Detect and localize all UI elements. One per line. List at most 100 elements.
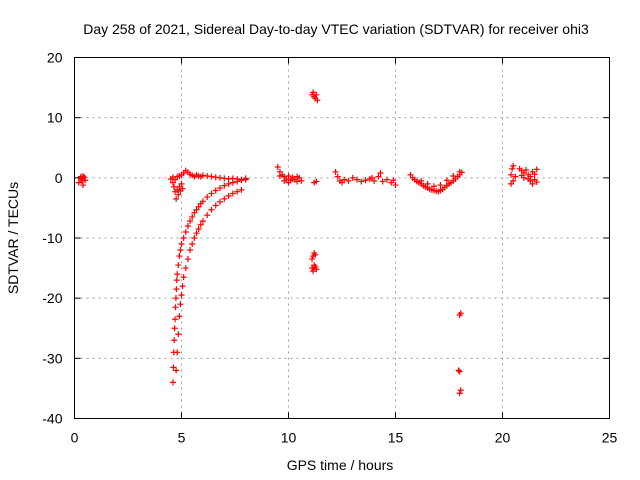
data-point	[314, 97, 321, 104]
data-point	[242, 176, 249, 183]
data-point	[407, 171, 414, 178]
data-point	[341, 176, 348, 183]
data-point	[523, 167, 530, 174]
data-point	[171, 337, 178, 344]
data-point	[172, 316, 179, 323]
data-point	[312, 251, 319, 258]
data-point	[173, 367, 180, 374]
data-point	[171, 325, 178, 332]
data-point	[418, 177, 425, 184]
data-point	[457, 387, 464, 394]
data-point	[310, 268, 317, 275]
data-point	[191, 235, 198, 241]
data-point	[195, 225, 202, 232]
data-point	[456, 390, 463, 397]
data-point	[175, 262, 182, 269]
y-axis-label: SDTVAR / TECUs	[5, 182, 21, 294]
y-tick-labels: 20 10 0 -10 -20 -30 -40	[42, 50, 62, 427]
data-point	[533, 166, 540, 173]
data-point	[204, 212, 211, 219]
data-point	[193, 230, 200, 237]
data-point	[208, 190, 215, 197]
data-point	[424, 180, 431, 187]
y-tick-label: -40	[42, 411, 62, 427]
data-point	[371, 177, 378, 184]
data-point	[172, 295, 179, 302]
data-point	[199, 198, 206, 205]
data-point	[529, 180, 536, 187]
data-point	[509, 165, 516, 172]
data-point	[298, 177, 305, 184]
data-point	[455, 367, 462, 374]
data-point	[274, 164, 281, 171]
data-point	[178, 180, 185, 187]
data-point	[173, 277, 180, 284]
data-point	[234, 178, 241, 185]
data-point	[525, 176, 532, 183]
data-point	[450, 173, 457, 180]
x-tick-label: 25	[602, 430, 618, 446]
data-point	[379, 178, 386, 185]
data-point	[334, 173, 341, 180]
data-point	[80, 182, 87, 189]
data-point	[313, 91, 320, 98]
data-point	[170, 364, 177, 371]
data-point	[171, 183, 178, 190]
data-point	[221, 175, 228, 182]
data-point	[289, 176, 296, 183]
data-point	[362, 177, 369, 184]
data-point	[375, 173, 382, 180]
data-point	[169, 379, 176, 386]
data-point	[508, 171, 515, 178]
data-point	[184, 256, 191, 263]
data-point	[81, 174, 88, 181]
data-point	[345, 177, 352, 184]
data-point	[204, 194, 211, 201]
data-point	[508, 180, 515, 187]
data-point	[377, 170, 384, 177]
x-tick-labels: 0 5 10 15 20 25	[71, 430, 618, 446]
data-point	[173, 286, 180, 293]
data-point	[531, 171, 538, 178]
data-point	[225, 192, 232, 199]
data-point	[313, 178, 320, 185]
data-point	[518, 172, 525, 179]
grid	[74, 57, 610, 419]
data-points	[75, 89, 540, 397]
data-point	[285, 179, 292, 186]
data-point	[180, 235, 187, 241]
data-point	[182, 228, 189, 235]
data-point	[174, 186, 181, 193]
data-point	[310, 89, 317, 96]
x-tick-label: 20	[495, 430, 511, 446]
x-axis-label: GPS time / hours	[287, 457, 394, 473]
data-point	[431, 183, 438, 190]
data-point	[176, 313, 183, 320]
data-point	[208, 206, 215, 213]
data-point	[456, 368, 463, 375]
data-point	[80, 173, 87, 180]
data-point	[187, 247, 194, 254]
data-point	[225, 180, 232, 187]
chart-title: Day 258 of 2021, Sidereal Day-to-day VTE…	[83, 21, 589, 37]
data-point	[510, 177, 517, 184]
data-point	[309, 265, 316, 272]
data-point	[309, 256, 316, 263]
y-tick-label: 20	[47, 50, 63, 66]
data-point	[75, 179, 82, 186]
axis-ticks	[74, 57, 610, 419]
data-point	[234, 188, 241, 195]
data-point	[313, 266, 320, 273]
data-point	[177, 247, 184, 254]
data-point	[187, 218, 194, 225]
data-point	[176, 183, 183, 190]
data-point	[177, 301, 184, 308]
data-point	[172, 176, 179, 183]
y-tick-label: -20	[42, 290, 62, 306]
data-point	[339, 179, 345, 186]
data-point	[383, 176, 390, 183]
x-tick-label: 10	[281, 430, 297, 446]
data-point	[285, 173, 292, 180]
data-point	[175, 331, 182, 338]
data-point	[443, 177, 450, 184]
